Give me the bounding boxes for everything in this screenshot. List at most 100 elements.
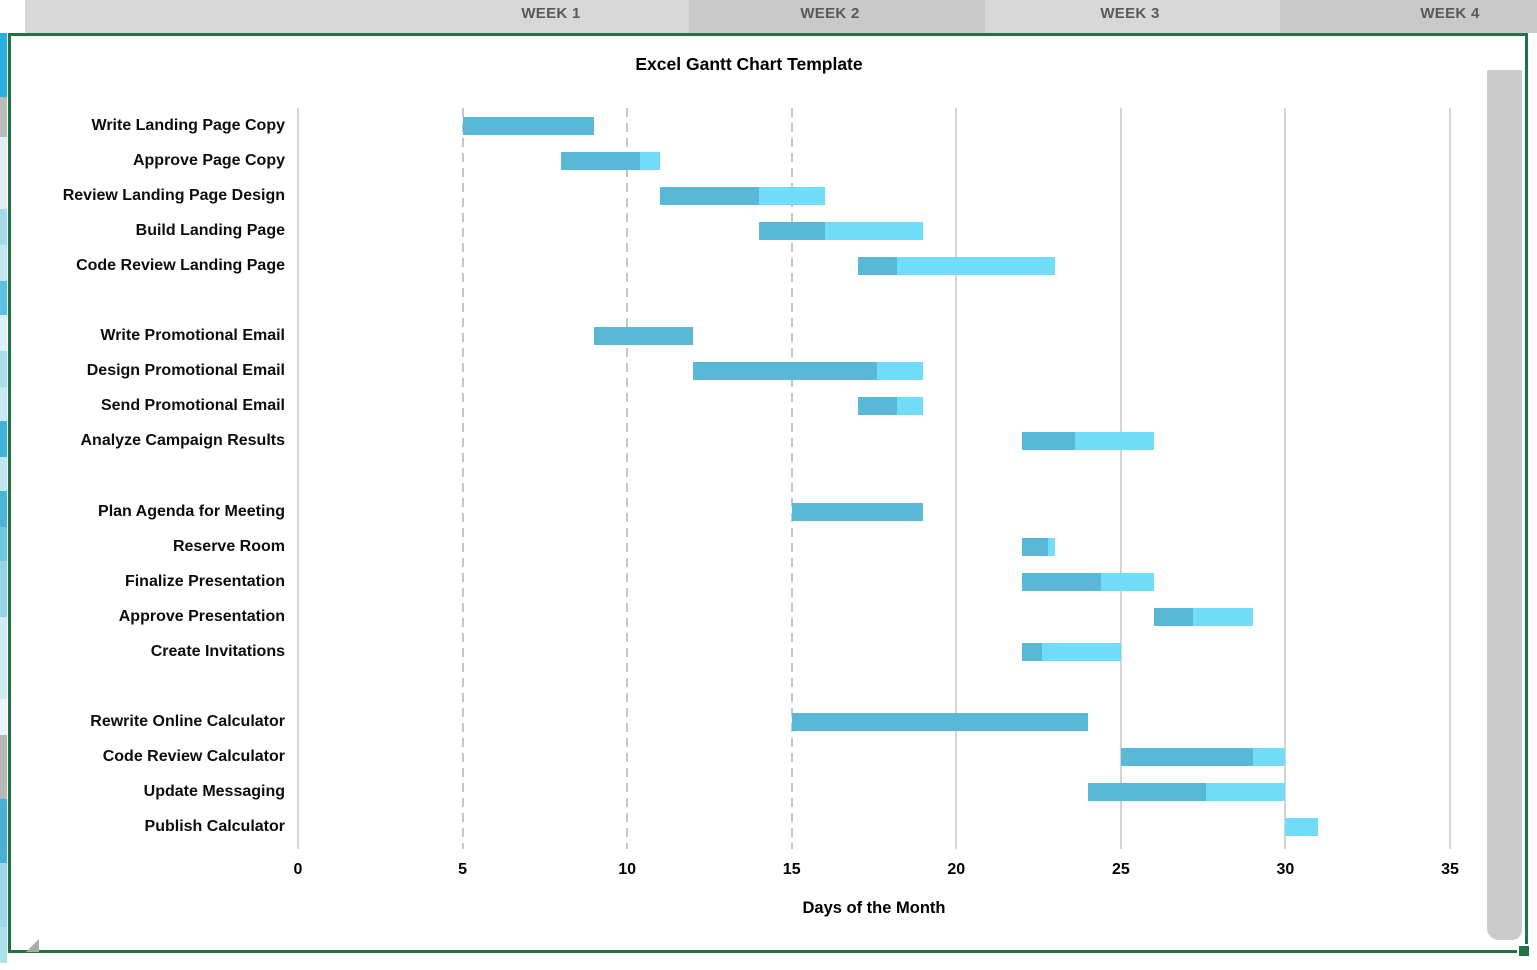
gantt-bar-complete-segment <box>1153 607 1194 626</box>
worksheet-cell-sliver <box>0 315 7 351</box>
gantt-bar-complete-segment <box>1022 537 1049 556</box>
gantt-bar-remaining-segment <box>640 151 661 170</box>
week-header-cell[interactable] <box>689 0 985 33</box>
gantt-bar-remaining-segment <box>897 256 1056 275</box>
gridline <box>297 108 299 849</box>
gantt-bar[interactable] <box>462 116 595 135</box>
gantt-bar[interactable] <box>791 713 1088 732</box>
gantt-bar[interactable] <box>758 221 924 240</box>
category-label: Approve Page Copy <box>132 151 285 169</box>
category-label: Plan Agenda for Meeting <box>98 502 285 520</box>
gantt-bar[interactable] <box>1285 818 1319 837</box>
gantt-bar-complete-segment <box>1022 642 1042 661</box>
chart-resize-handle[interactable] <box>1517 944 1531 958</box>
gantt-bar-complete-segment <box>660 186 759 205</box>
gantt-bar-complete-segment <box>1120 748 1253 767</box>
x-tick-label: 35 <box>1441 861 1459 878</box>
gantt-bar-complete-segment <box>758 221 825 240</box>
gantt-bar-remaining-segment <box>1074 432 1154 451</box>
worksheet-cell-sliver <box>0 699 7 735</box>
gridline <box>1284 108 1287 849</box>
worksheet-cell-sliver <box>0 97 7 137</box>
gridline <box>955 108 958 849</box>
x-tick-label: 30 <box>1276 861 1295 878</box>
gantt-bar-complete-segment <box>791 502 924 521</box>
gantt-bar-complete-segment <box>1022 572 1102 591</box>
week-header-label: WEEK 2 <box>800 5 860 22</box>
gantt-bar-remaining-segment <box>1252 748 1286 767</box>
category-label: Write Promotional Email <box>100 327 285 345</box>
category-label: Finalize Presentation <box>124 572 285 590</box>
worksheet-cell-sliver <box>0 863 7 927</box>
gantt-bar-remaining-segment <box>1285 818 1319 837</box>
category-label <box>0 670 285 705</box>
worksheet-cell-sliver <box>0 527 7 561</box>
gridline <box>626 108 629 849</box>
worksheet-edge-strip <box>0 33 7 963</box>
worksheet-cell-sliver <box>0 33 7 97</box>
gantt-bar[interactable] <box>692 362 924 381</box>
gantt-bar[interactable] <box>1022 642 1121 661</box>
gantt-bar-complete-segment <box>692 362 878 381</box>
category-label: Build Landing Page <box>135 221 285 239</box>
worksheet-cell-sliver <box>0 209 7 245</box>
gantt-bar-remaining-segment <box>758 186 825 205</box>
week-header-cell[interactable] <box>1280 0 1537 33</box>
x-tick-label: 10 <box>618 861 637 878</box>
gantt-bar[interactable] <box>1022 432 1154 451</box>
gantt-bar-remaining-segment <box>897 397 924 416</box>
x-tick-label: 0 <box>293 861 303 878</box>
gridline <box>790 108 793 849</box>
gantt-bar-complete-segment <box>791 713 1088 732</box>
week-header-cell[interactable] <box>985 0 1280 33</box>
gantt-bar[interactable] <box>594 327 693 346</box>
x-axis-title: Days of the Month <box>802 899 946 917</box>
vertical-scrollbar[interactable] <box>1487 70 1522 940</box>
gantt-bar[interactable] <box>1153 607 1253 626</box>
category-label: Analyze Campaign Results <box>80 432 286 450</box>
category-label: Design Promotional Email <box>86 362 285 380</box>
gantt-bar-remaining-segment <box>824 221 924 240</box>
gantt-bar[interactable] <box>1022 537 1056 556</box>
gridline <box>461 108 464 849</box>
week-header-label: WEEK 3 <box>1100 5 1160 22</box>
gantt-bar[interactable] <box>791 502 924 521</box>
corner-artifact <box>26 939 39 952</box>
worksheet-cell-sliver <box>0 281 7 315</box>
week-header-cell[interactable] <box>25 0 689 33</box>
worksheet-cell-sliver <box>0 491 7 527</box>
category-label: Approve Presentation <box>118 607 285 625</box>
worksheet-cell-sliver <box>0 617 7 699</box>
category-label: Review Landing Page Design <box>62 186 285 204</box>
week-header-label: WEEK 4 <box>1420 5 1480 22</box>
category-label: Rewrite Online Calculator <box>90 713 285 731</box>
category-label: Write Landing Page Copy <box>91 116 286 134</box>
gantt-bar[interactable] <box>660 186 825 205</box>
gantt-bar-complete-segment <box>594 327 693 346</box>
gantt-bar-remaining-segment <box>1193 607 1253 626</box>
gantt-bar[interactable] <box>1120 748 1286 767</box>
category-label: Code Review Landing Page <box>76 256 285 274</box>
gantt-bar[interactable] <box>857 256 1056 275</box>
gantt-bar[interactable] <box>857 397 924 416</box>
worksheet-cell-sliver <box>0 351 7 387</box>
category-label: Send Promotional Email <box>100 397 285 415</box>
worksheet-cell-sliver <box>0 387 7 421</box>
category-label: Reserve Room <box>172 537 285 555</box>
worksheet-cell-sliver <box>0 735 7 799</box>
gantt-bar-complete-segment <box>1022 432 1075 451</box>
category-label: Publish Calculator <box>144 818 285 836</box>
gantt-bar-complete-segment <box>857 256 898 275</box>
gantt-bar[interactable] <box>1087 783 1286 802</box>
gridline <box>1449 108 1451 849</box>
gantt-bar-complete-segment <box>1087 783 1207 802</box>
gantt-bar-complete-segment <box>857 397 898 416</box>
chart-title: Excel Gantt Chart Template <box>635 54 863 74</box>
gantt-bar-remaining-segment <box>877 362 924 381</box>
gantt-bar[interactable] <box>561 151 661 170</box>
gantt-bar[interactable] <box>1022 572 1154 591</box>
category-label: Update Messaging <box>143 783 285 801</box>
x-tick-label: 5 <box>458 861 468 878</box>
worksheet-cell-sliver <box>0 457 7 491</box>
